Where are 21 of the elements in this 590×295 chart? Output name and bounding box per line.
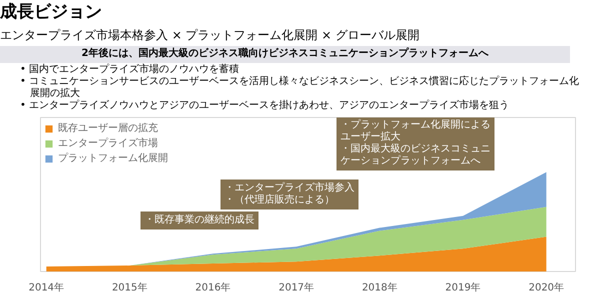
- legend-label: エンタープライズ市場: [58, 136, 158, 150]
- chart-subtitle: エンタープライズ市場本格参入 × プラットフォーム化展開 × グローバル展開: [0, 27, 420, 44]
- x-tick-label: 2020年: [528, 282, 564, 294]
- x-tick-label: 2015年: [112, 282, 148, 294]
- x-tick-label: 2014年: [28, 282, 64, 294]
- annotation: ・（代理店販売による）: [224, 194, 334, 206]
- x-tick-label: 2016年: [195, 282, 231, 294]
- x-tick-label: 2019年: [445, 282, 481, 294]
- chart-title: 成長ビジョン: [0, 1, 102, 24]
- legend-label: 既存ユーザー層の拡充: [58, 122, 158, 135]
- annotation: ・エンタープライズ市場参入: [224, 182, 354, 194]
- text: • コミュニケーションサービスのユーザーベースを活用し様々なビジネスシーン、ビジネス慣習に応じたプラットフォーム化展開の拡大: [20, 76, 580, 100]
- text: • エンタープライズノウハウとアジアのユーザーベースを掛けあわせ、アジアのエンタープライズ市場を狙う: [20, 100, 510, 112]
- text: ・国内最大級のビジネスコミュニケーションプラットフォームへ: [340, 142, 490, 166]
- text: ・プラットフォーム化展開によるユーザー拡大: [340, 118, 490, 142]
- x-tick-label: 2018年: [362, 282, 398, 294]
- legend-label: プラットフォーム化展開: [58, 152, 168, 165]
- annotation: ・既存事業の継続的成長: [144, 214, 254, 226]
- text: 2年後には、国内最大級のビジネス職向けビジネスコミュニケーションプラットフォームへ: [82, 46, 488, 61]
- x-tick-label: 2017年: [278, 282, 314, 294]
- text: • 国内でエンタープライズ市場のノウハウを蓄積: [20, 64, 240, 76]
